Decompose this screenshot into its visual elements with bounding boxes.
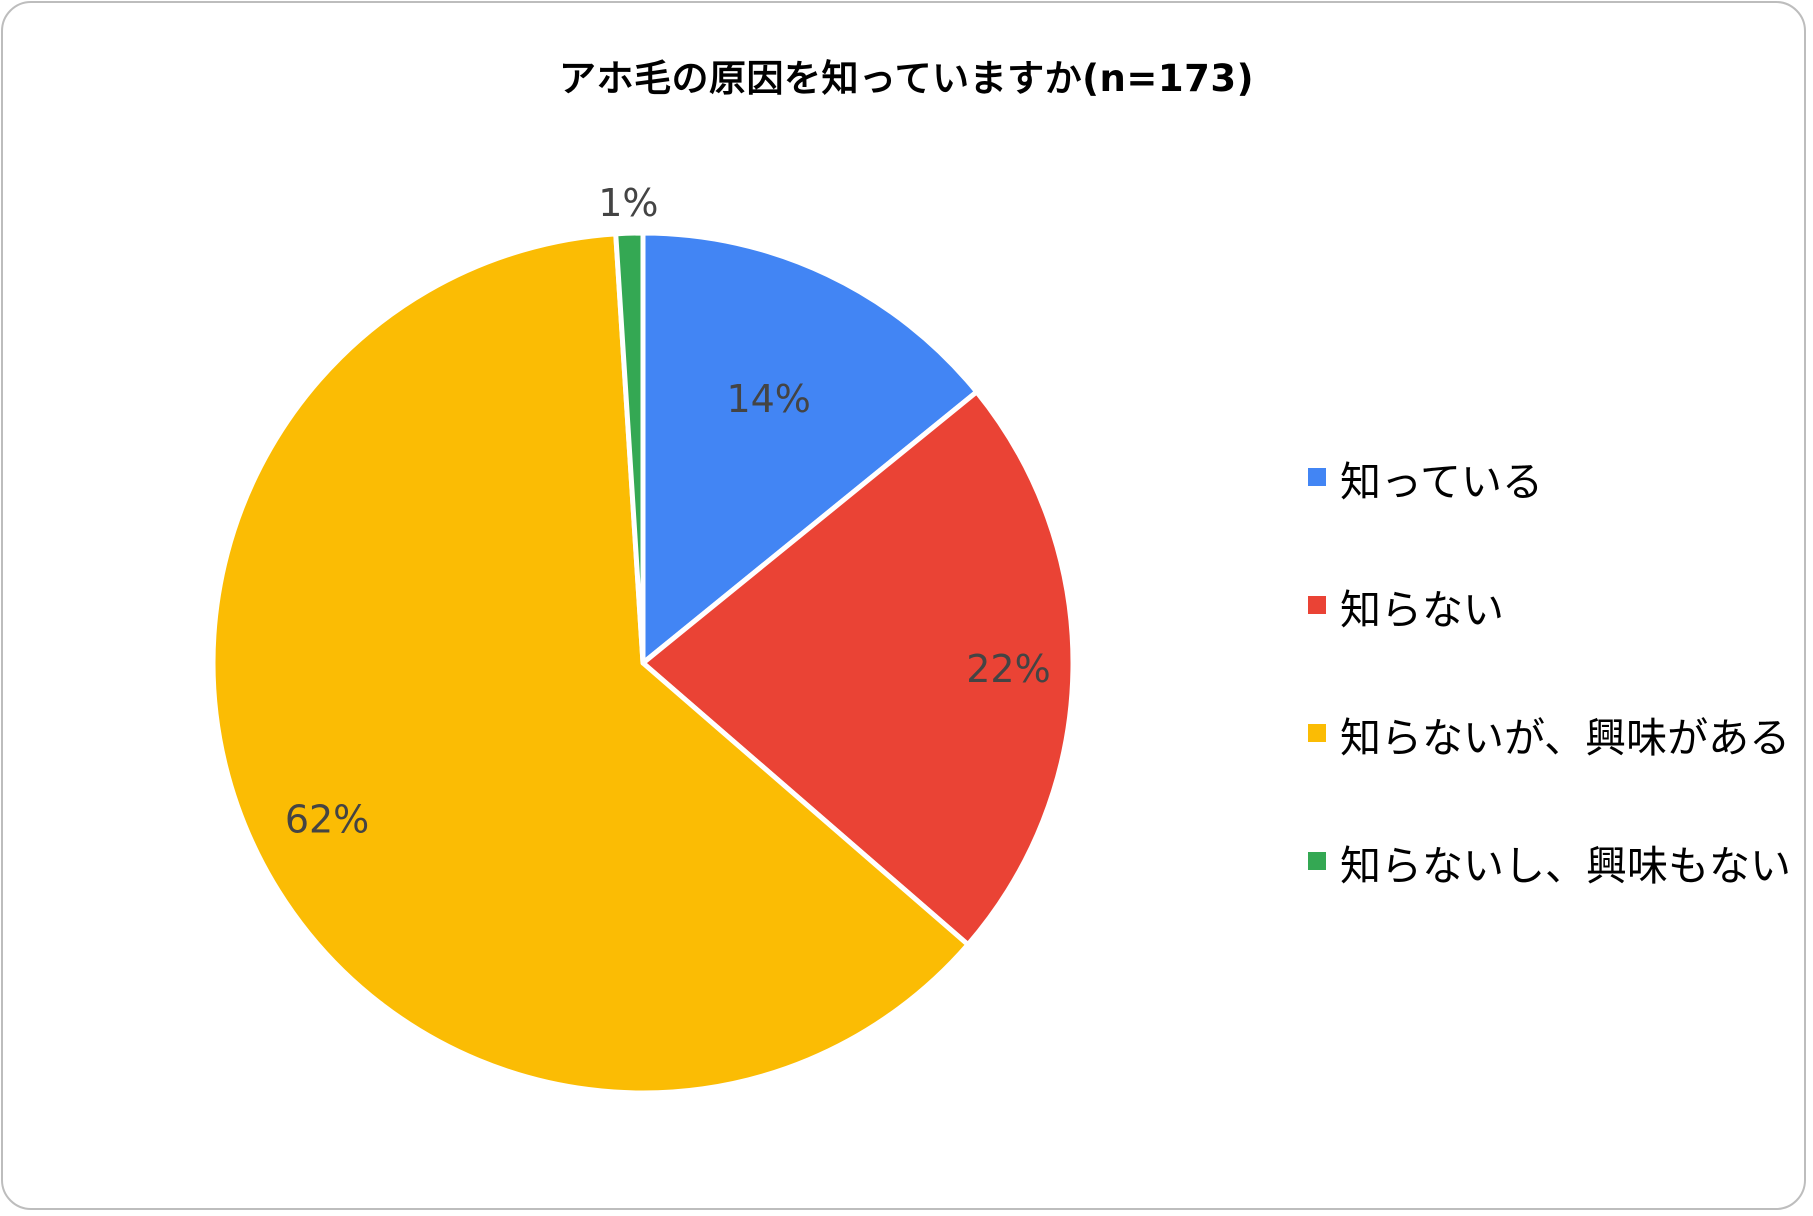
- data-label: 1%: [598, 181, 658, 225]
- legend-label: 知らないが、興味がある: [1340, 714, 1791, 762]
- pie-data-labels: 14% 22% 62% 1%: [285, 181, 1051, 841]
- slice-shiranai-kyomi-nai: [613, 230, 646, 666]
- slice-shiranai: [640, 389, 1076, 948]
- slice-shitteiru: [640, 230, 980, 666]
- legend-swatch: [1308, 724, 1326, 742]
- slice-shiranai-kyomi-aru: [210, 231, 971, 1096]
- legend-label: 知らないし、興味もない: [1340, 842, 1791, 890]
- legend-swatch: [1308, 852, 1326, 870]
- legend-swatch: [1308, 596, 1326, 614]
- legend-label: 知らない: [1340, 586, 1504, 634]
- legend-swatch: [1308, 468, 1326, 486]
- legend-label: 知っている: [1340, 458, 1543, 506]
- chart-title: アホ毛の原因を知っていますか(n=173): [558, 57, 1255, 100]
- data-label: 14%: [726, 377, 810, 421]
- data-label: 62%: [285, 798, 369, 842]
- data-label: 22%: [966, 647, 1050, 691]
- pie-slices: [210, 230, 1076, 1096]
